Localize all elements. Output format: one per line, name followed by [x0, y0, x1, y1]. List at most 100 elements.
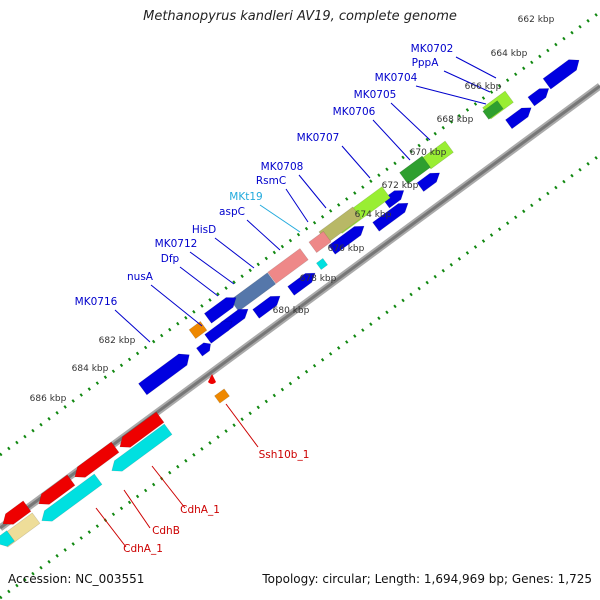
gene-box — [38, 474, 76, 505]
gene-box — [482, 100, 504, 120]
label-leader — [415, 85, 487, 105]
label-leader — [123, 489, 151, 529]
gene-feature — [542, 59, 580, 90]
label-leader — [246, 219, 281, 251]
gene-label: aspC — [219, 206, 245, 218]
gene-box — [527, 88, 550, 107]
label-leader — [95, 507, 127, 548]
label-leader — [341, 145, 371, 179]
gene-feature — [41, 473, 103, 522]
kbp-label: 680 kbp — [273, 306, 310, 316]
gene-box — [252, 295, 281, 319]
gene-box — [229, 272, 277, 312]
label-leader — [189, 251, 235, 285]
gene-feature — [214, 388, 230, 404]
gene-box — [328, 225, 365, 255]
gene-feature — [315, 257, 329, 271]
gene-feature — [416, 172, 441, 192]
gene-label: MK0707 — [297, 132, 340, 144]
gene-feature — [252, 295, 281, 319]
gene-feature — [2, 500, 32, 525]
gene-label: HisD — [192, 224, 216, 236]
gene-feature — [482, 100, 504, 120]
gene-feature — [527, 88, 550, 107]
gene-label: MK0708 — [261, 161, 304, 173]
gene-box — [203, 297, 237, 324]
gene-box — [188, 321, 208, 339]
gene-label: MK0716 — [75, 296, 118, 308]
gene-box — [41, 473, 103, 522]
gene-feature — [229, 272, 277, 312]
gene-feature — [308, 231, 332, 253]
gene-feature — [188, 321, 208, 339]
gene-box — [287, 272, 316, 296]
kbp-label: 664 kbp — [491, 49, 528, 59]
label-leader — [455, 56, 497, 79]
kbp-label: 682 kbp — [99, 336, 136, 346]
gene-box — [111, 423, 173, 472]
gene-feature — [382, 190, 405, 209]
topology-text: Topology: circular; Length: 1,694,969 bp… — [262, 572, 592, 586]
gene-label: MKt19 — [229, 191, 262, 203]
gene-box — [2, 500, 32, 525]
gene-feature — [74, 441, 120, 478]
map-labels: 662 kbp 664 kbp 666 kbp 668 kbp 670 kbp 672 k… — [30, 15, 555, 555]
gene-label: MK0705 — [354, 89, 397, 101]
gene-feature — [287, 272, 316, 296]
gene-box — [204, 320, 233, 344]
gene-box — [505, 107, 532, 130]
gene-feature — [204, 320, 233, 344]
gene-features — [0, 59, 580, 548]
gene-box — [74, 441, 120, 478]
gene-feature — [138, 353, 190, 396]
gene-feature — [203, 297, 237, 324]
gene-feature — [195, 342, 211, 357]
kbp-label: 678 kbp — [300, 274, 337, 284]
kbp-label: 668 kbp — [437, 115, 474, 125]
label-leader — [150, 284, 203, 327]
gene-box — [267, 248, 309, 284]
gene-box — [214, 388, 230, 404]
kbp-label: 662 kbp — [518, 15, 555, 25]
gene-box — [416, 172, 441, 192]
label-leader — [214, 237, 255, 269]
gene-label: PppA — [412, 57, 440, 69]
gene-feature — [372, 202, 409, 232]
kbp-label: 674 kbp — [355, 210, 392, 220]
map-title: Methanopyrus kandleri AV19, complete gen… — [143, 9, 457, 24]
kbp-label: 666 kbp — [465, 82, 502, 92]
label-leader — [259, 204, 301, 233]
gene-box — [372, 202, 409, 232]
gene-label: RsmC — [256, 175, 286, 187]
gene-feature — [399, 155, 431, 185]
gene-feature — [38, 474, 76, 505]
gene-label: Dfp — [161, 253, 180, 265]
inner-tick-track — [0, 153, 600, 600]
kbp-label: 670 kbp — [410, 148, 447, 158]
gene-feature — [0, 530, 15, 547]
label-leader — [151, 465, 186, 509]
kbp-label: 672 kbp — [382, 181, 419, 191]
kbp-label: 684 kbp — [72, 364, 109, 374]
gene-box — [315, 257, 329, 271]
gene-feature — [267, 248, 309, 284]
kbp-label: 676 kbp — [328, 244, 365, 254]
gene-feature — [119, 411, 165, 448]
gene-box — [542, 59, 580, 90]
gene-label: MK0706 — [333, 106, 376, 118]
gene-box — [382, 190, 405, 209]
gene-box — [0, 530, 15, 547]
gene-box — [308, 231, 332, 253]
gene-box — [119, 411, 165, 448]
gene-label: CdhB — [152, 525, 180, 537]
gene-box — [399, 155, 431, 185]
label-leader — [179, 266, 219, 297]
gene-feature — [111, 423, 173, 472]
gene-label: nusA — [127, 271, 154, 283]
label-leader — [298, 174, 327, 209]
label-leader — [372, 119, 411, 161]
label-leaders — [95, 56, 497, 548]
accession-text: Accession: NC_003551 — [8, 572, 145, 586]
gene-box — [195, 342, 211, 357]
